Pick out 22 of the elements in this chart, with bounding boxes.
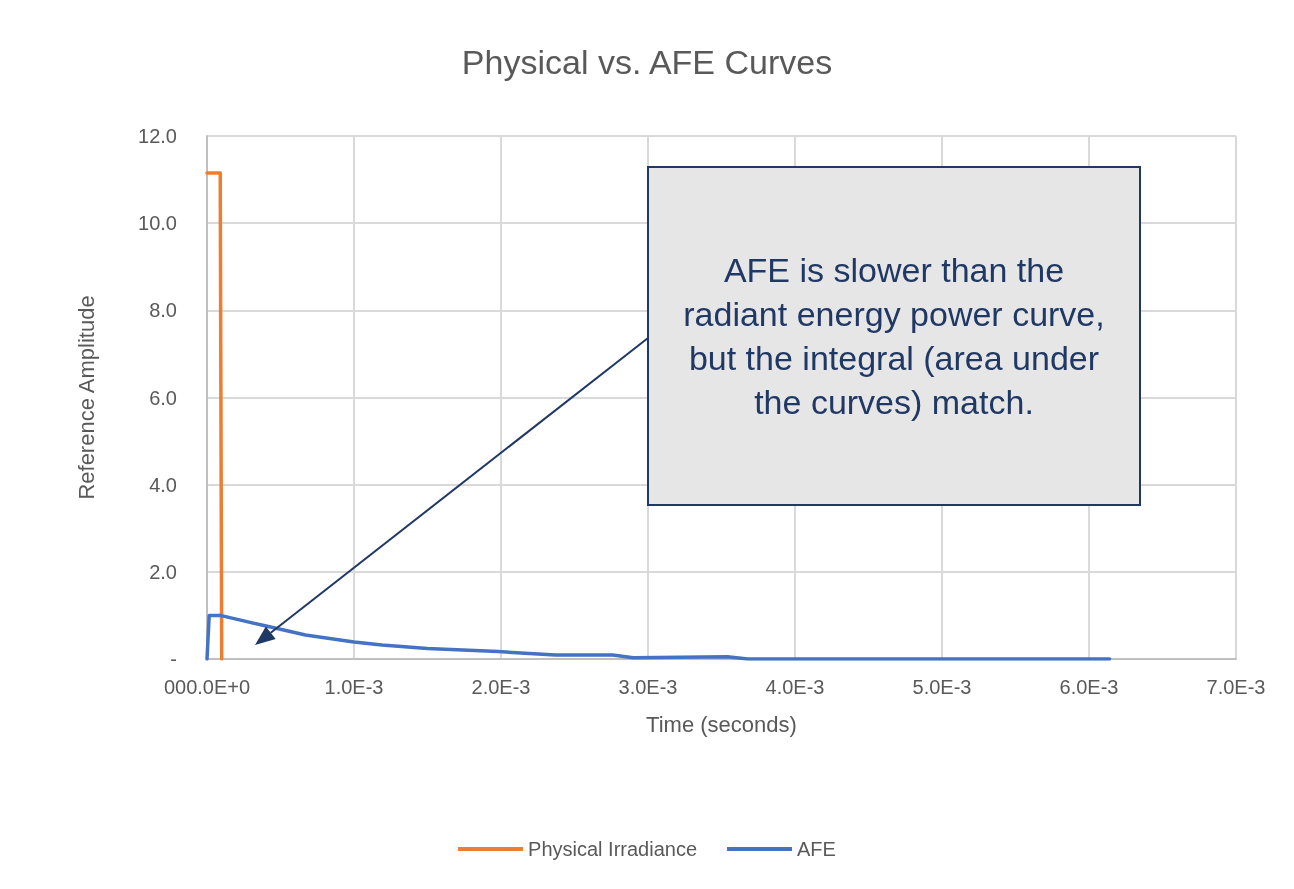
x-tick-label: 4.0E-3 (765, 676, 825, 698)
y-tick-label: 10.0 (138, 212, 177, 235)
callout-box: AFE is slower than the radiant energy power curve, but the integral (area under the curves) match. (647, 166, 1141, 506)
y-tick-label: - (170, 648, 177, 670)
y-tick-label: 4.0 (149, 473, 177, 496)
x-tick-label: 1.0E-3 (324, 676, 384, 698)
x-tick-label: 7.0E-3 (1206, 676, 1266, 698)
x-tick-label: 000.0E+0 (163, 676, 251, 698)
legend-label: Physical Irradiance (528, 838, 698, 860)
x-tick-label: 5.0E-3 (912, 676, 972, 698)
x-tick-label: 3.0E-3 (618, 676, 678, 698)
line-series (205, 613, 1112, 661)
legend-label: AFE (797, 838, 836, 860)
y-tick-label: 12.0 (138, 125, 177, 147)
y-tick-label: 2.0 (149, 560, 177, 583)
y-tick-label: 6.0 (149, 386, 177, 409)
x-tick-label: 6.0E-3 (1059, 676, 1119, 698)
chart-title: Physical vs. AFE Curves (461, 43, 833, 81)
x-axis-title: Time (seconds) (646, 711, 797, 737)
y-tick-label: 8.0 (149, 299, 177, 322)
y-axis-title: Reference Amplitude (73, 295, 99, 500)
x-tick-label: 2.0E-3 (471, 676, 531, 698)
